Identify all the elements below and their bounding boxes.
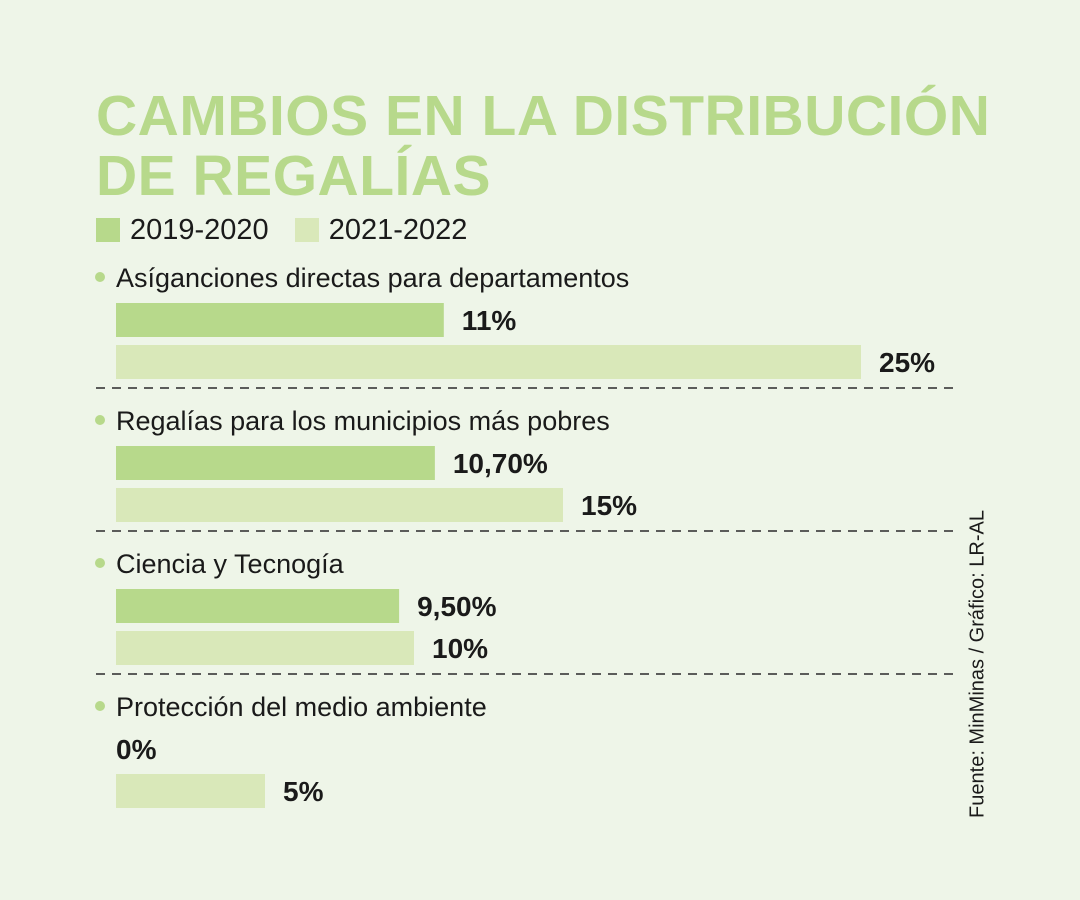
data-label-2019-2020: 10,70%	[453, 448, 548, 479]
category-label: Asíganciones directas para departamentos	[116, 263, 629, 293]
bar-2021-2022	[116, 774, 265, 808]
category-bullet	[95, 558, 105, 568]
legend-swatch-2019-2020	[96, 218, 120, 242]
legend-label-2021-2022: 2021-2022	[328, 213, 468, 246]
category-bullet	[95, 701, 105, 711]
legend-label-2019-2020: 2019-2020	[130, 213, 269, 246]
bar-2021-2022	[116, 488, 563, 522]
legend-item-2019-2020: 2019-2020	[96, 214, 269, 247]
data-label-2019-2020: 11%	[462, 305, 517, 336]
data-label-2021-2022: 10%	[432, 633, 488, 664]
bar-2019-2020	[116, 446, 435, 480]
category-bullet	[95, 272, 105, 282]
category-label: Protección del medio ambiente	[116, 692, 487, 722]
data-label-2019-2020: 9,50%	[417, 591, 496, 622]
bar-2019-2020	[116, 303, 444, 337]
bar-2021-2022	[116, 345, 861, 379]
source-credit: Fuente: MinMinas / Gráfico: LR-AL	[966, 510, 989, 818]
legend-swatch-2021-2022	[294, 218, 319, 242]
legend-item-2021-2022: 2021-2022	[294, 213, 468, 247]
category-label: Ciencia y Tecnogía	[116, 549, 345, 579]
category-bullet	[95, 415, 105, 425]
bar-2019-2020	[116, 589, 400, 623]
data-label-2021-2022: 5%	[283, 776, 324, 807]
chart-title: CAMBIOS EN LA DISTRIBUCIÓN DE REGALÍAS	[96, 84, 991, 208]
data-label-2021-2022: 15%	[581, 490, 637, 521]
category-label: Regalías para los municipios más pobres	[116, 406, 610, 436]
data-label-2019-2020: 0%	[116, 734, 157, 765]
bar-2021-2022	[116, 631, 414, 665]
legend: 2019-2020 2021-2022	[96, 212, 493, 248]
data-label-2021-2022: 25%	[879, 347, 935, 378]
